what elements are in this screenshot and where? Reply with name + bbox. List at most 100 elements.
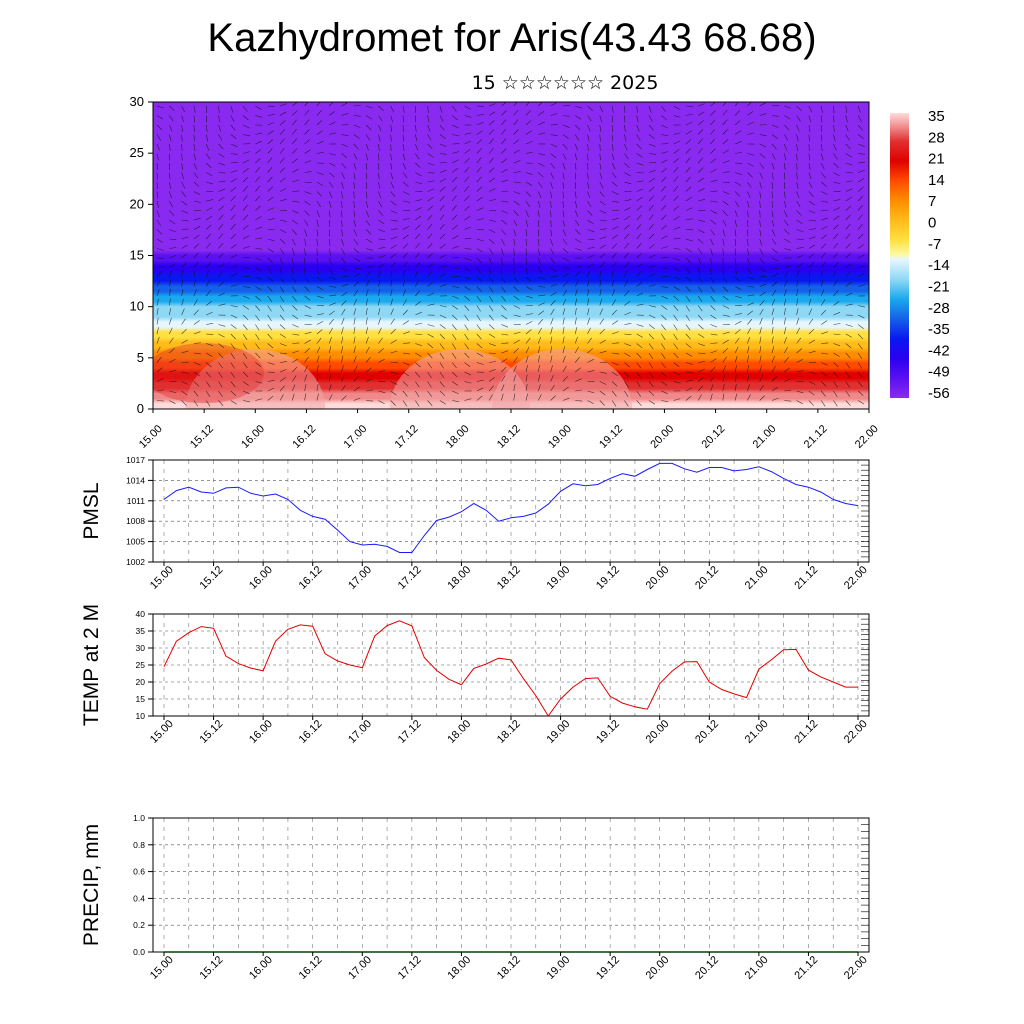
wind-barb [451,105,457,112]
wind-barb [796,298,799,306]
wind-barb [353,281,360,287]
wind-barb [550,113,558,116]
x-tick-label: 19.00 [544,718,572,746]
wind-barb [771,298,776,306]
wind-barb [181,219,189,222]
wind-barb [734,110,741,116]
wind-barb [304,286,310,292]
x-tick-label: 16.12 [297,954,325,982]
wind-barb [525,257,528,265]
wind-barb [685,122,693,126]
wind-barb [267,352,274,357]
wind-barb [390,390,397,396]
wind-barb [427,124,431,132]
wind-barb [661,400,669,402]
wind-barb [218,371,223,379]
wind-barb [538,132,546,135]
wind-barb [292,393,295,401]
wind-barb [193,309,199,316]
wind-barb [538,153,546,156]
wind-barb [648,186,655,192]
wind-barb [402,162,407,170]
colorbar-label: 35 [928,108,945,125]
wind-barb [648,124,654,131]
wind-barb [820,252,826,259]
x-tick-label: 15.12 [197,718,225,746]
wind-barb [710,148,716,154]
wind-barb [636,303,644,306]
wind-barb [292,342,300,344]
wind-barb [858,284,865,287]
wind-barb [476,157,482,164]
wind-barb [734,181,742,186]
wind-barb [587,327,591,335]
wind-barb [857,214,863,221]
wind-barb [488,343,496,347]
wind-barb [820,289,825,297]
wind-barb [464,381,472,384]
wind-barb [415,362,421,368]
wind-barb [796,124,800,132]
wind-barb [698,219,706,222]
wind-barb [439,324,446,329]
wind-barb [169,162,171,171]
wind-barb [193,362,201,366]
wind-barb [710,276,715,284]
wind-barb [292,148,298,154]
wind-barb [415,134,418,142]
wind-barb [488,103,496,107]
wind-barb [574,210,579,218]
wind-barb [501,148,507,154]
wind-barb [181,298,184,306]
wind-barb [771,365,776,373]
wind-barb [402,105,405,113]
wind-barb [365,219,371,227]
wind-barb [316,219,319,227]
wind-barb [771,336,774,344]
wind-barb [550,346,553,354]
wind-barb [243,134,251,137]
wind-barb [747,162,754,167]
wind-barb [538,248,541,256]
wind-barb [402,342,410,344]
wind-barb [452,267,460,269]
wind-barb [365,271,371,278]
wind-barb [304,314,312,317]
wind-barb [366,265,374,268]
wind-barb [476,387,484,392]
wind-barb [538,346,541,354]
wind-barb [808,253,815,259]
wind-barb [169,115,174,122]
x-tick-label: 17.12 [396,954,424,982]
wind-barb [193,299,198,306]
wind-barb [673,305,679,312]
wind-barb [365,181,367,190]
wind-barb [218,172,226,174]
wind-barb [698,177,705,183]
wind-barb [242,314,249,321]
wind-barb [845,180,853,183]
wind-barb [574,124,581,131]
wind-barb [661,115,667,121]
wind-barb [857,169,865,173]
wind-barb [574,289,578,297]
wind-barb [255,343,260,350]
wind-barb [710,257,712,265]
wind-barbs [156,102,866,407]
wind-barb [255,314,260,321]
wind-barb [353,273,361,278]
x-tick-label: 19.00 [546,423,574,451]
wind-barb [279,324,286,330]
wind-barb [242,185,248,192]
wind-barb [513,119,519,126]
wind-barb [784,172,786,180]
wind-barb [784,389,792,392]
wind-barb [747,384,750,392]
wind-barb [661,324,666,331]
wind-barb [452,246,459,249]
wind-barb [771,134,778,139]
wind-barb [513,393,516,401]
wind-barb [341,134,349,137]
wind-barb [599,279,602,287]
wind-barb [599,210,607,214]
